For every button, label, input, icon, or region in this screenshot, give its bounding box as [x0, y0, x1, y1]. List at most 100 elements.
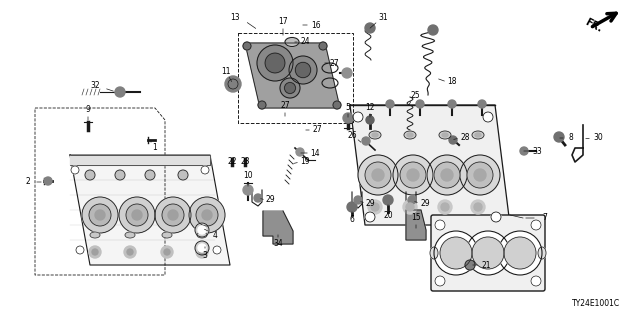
- Circle shape: [504, 237, 536, 269]
- Circle shape: [196, 204, 218, 226]
- Text: 21: 21: [481, 260, 491, 269]
- Ellipse shape: [404, 131, 416, 139]
- Text: 22: 22: [227, 157, 237, 166]
- Circle shape: [471, 200, 485, 214]
- Circle shape: [435, 276, 445, 286]
- Circle shape: [199, 249, 205, 255]
- Ellipse shape: [125, 232, 135, 238]
- Text: 29: 29: [365, 198, 375, 207]
- Circle shape: [95, 210, 105, 220]
- Circle shape: [127, 249, 133, 255]
- Circle shape: [202, 210, 212, 220]
- Circle shape: [189, 197, 225, 233]
- Circle shape: [365, 162, 391, 188]
- Circle shape: [383, 195, 393, 205]
- Circle shape: [474, 203, 482, 211]
- Text: 5: 5: [346, 102, 351, 111]
- Ellipse shape: [442, 133, 448, 137]
- Text: 3: 3: [203, 251, 207, 260]
- Circle shape: [478, 100, 486, 108]
- Circle shape: [400, 162, 426, 188]
- Text: 28: 28: [460, 133, 470, 142]
- Circle shape: [365, 212, 375, 222]
- Circle shape: [213, 246, 221, 254]
- Circle shape: [195, 241, 209, 255]
- Text: 2: 2: [26, 178, 30, 187]
- Text: 32: 32: [90, 81, 100, 90]
- Circle shape: [354, 196, 362, 204]
- Polygon shape: [70, 155, 230, 265]
- FancyBboxPatch shape: [431, 215, 545, 291]
- Text: 14: 14: [310, 148, 320, 157]
- Circle shape: [319, 42, 327, 50]
- Circle shape: [71, 166, 79, 174]
- Text: 27: 27: [312, 125, 322, 134]
- Circle shape: [531, 276, 541, 286]
- Circle shape: [82, 197, 118, 233]
- Text: 26: 26: [347, 131, 357, 140]
- Text: 20: 20: [383, 211, 393, 220]
- Circle shape: [448, 100, 456, 108]
- Circle shape: [365, 23, 375, 33]
- Circle shape: [126, 204, 148, 226]
- Circle shape: [333, 101, 341, 109]
- Circle shape: [343, 113, 353, 123]
- Circle shape: [428, 25, 438, 35]
- Text: 24: 24: [300, 37, 310, 46]
- Text: 7: 7: [543, 213, 547, 222]
- Circle shape: [198, 226, 206, 234]
- Circle shape: [408, 196, 416, 204]
- Text: 27: 27: [280, 101, 290, 110]
- Text: 23: 23: [240, 157, 250, 166]
- Circle shape: [467, 162, 493, 188]
- Circle shape: [465, 260, 475, 270]
- Circle shape: [434, 231, 478, 275]
- Polygon shape: [263, 211, 293, 244]
- Circle shape: [435, 220, 445, 230]
- Text: 19: 19: [300, 157, 310, 166]
- Circle shape: [407, 169, 419, 181]
- Text: 18: 18: [447, 77, 457, 86]
- Circle shape: [162, 204, 184, 226]
- Circle shape: [254, 194, 262, 202]
- Text: 1: 1: [152, 143, 157, 153]
- Circle shape: [491, 212, 501, 222]
- Text: 10: 10: [243, 172, 253, 180]
- Circle shape: [89, 246, 101, 258]
- Ellipse shape: [285, 37, 299, 46]
- Circle shape: [196, 246, 208, 258]
- Circle shape: [296, 148, 304, 156]
- Text: 31: 31: [378, 13, 388, 22]
- Circle shape: [466, 231, 510, 275]
- Ellipse shape: [538, 247, 546, 259]
- Circle shape: [358, 155, 398, 195]
- Circle shape: [406, 203, 414, 211]
- Circle shape: [115, 87, 125, 97]
- Circle shape: [347, 202, 357, 212]
- Text: 12: 12: [365, 102, 375, 111]
- Circle shape: [124, 246, 136, 258]
- Circle shape: [472, 237, 504, 269]
- Circle shape: [554, 132, 564, 142]
- Circle shape: [434, 162, 460, 188]
- Ellipse shape: [162, 232, 172, 238]
- Text: 25: 25: [410, 92, 420, 100]
- Ellipse shape: [439, 131, 451, 139]
- Text: 11: 11: [221, 68, 231, 76]
- Text: 13: 13: [230, 13, 240, 22]
- Polygon shape: [350, 105, 510, 225]
- Text: 8: 8: [568, 133, 573, 142]
- Circle shape: [520, 147, 528, 155]
- Circle shape: [243, 185, 253, 195]
- Circle shape: [498, 231, 542, 275]
- Circle shape: [198, 244, 206, 252]
- Ellipse shape: [430, 247, 438, 259]
- Circle shape: [416, 100, 424, 108]
- Text: 27: 27: [329, 59, 339, 68]
- Circle shape: [362, 137, 370, 145]
- Circle shape: [295, 62, 310, 78]
- Circle shape: [366, 116, 374, 124]
- Circle shape: [119, 197, 155, 233]
- Circle shape: [280, 78, 300, 98]
- Text: 29: 29: [265, 196, 275, 204]
